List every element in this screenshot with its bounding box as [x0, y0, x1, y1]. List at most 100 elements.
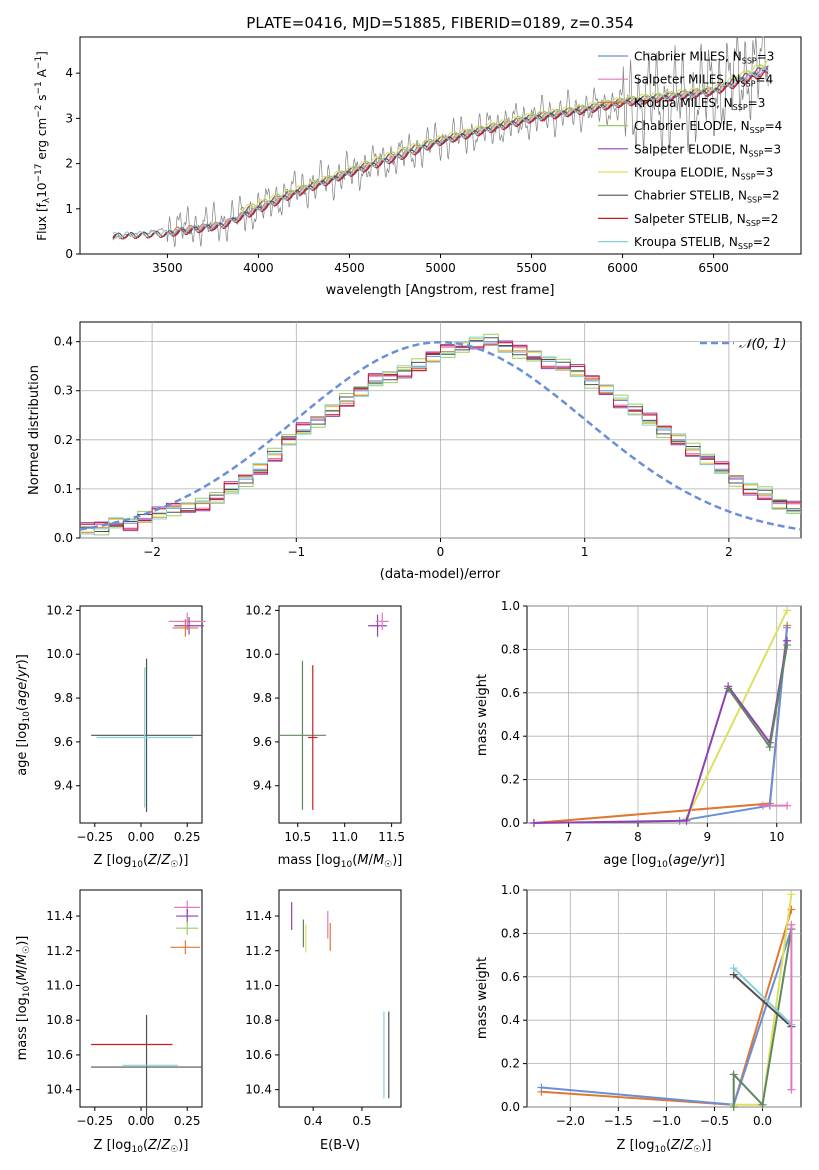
age-z-y-tick-label: 10.0 [46, 647, 73, 661]
legend-nssp-value: =4 [765, 119, 783, 133]
legend-entry: Kroupa ELODIE, NSSP=3 [598, 166, 773, 182]
spectrum-x-tick-label: 3500 [152, 261, 183, 275]
mass-weight-line [727, 644, 789, 750]
age-z-plot-area: −0.25 0.00 0.25 9.4 9.6 9.8 10.0 10.2 [46, 603, 206, 844]
spectrum-x-tick-label: 5000 [425, 261, 456, 275]
mass-weight-marker [758, 801, 767, 810]
mass-ebv-y-tick-label: 10.6 [245, 1048, 272, 1062]
mass-weight-age-y-label: mass weight [475, 674, 490, 756]
mass-z-plot-area: −0.25 0.00 0.25 10.4 10.6 10.8 11.0 11.2 11.4 [46, 900, 202, 1128]
mass-weight-series [758, 801, 792, 810]
mass-weight-marker [758, 1100, 767, 1109]
spectrum-x-tick-label: 6500 [698, 261, 729, 275]
mass-weight-z-panel: −2.0 −1.5 −1.0 −0.5 0.0 0.0 0.2 0.4 0.6 0.8 1.0 Z … [475, 883, 802, 1155]
mass-weight-age-grid [527, 605, 801, 824]
mass-weight-marker [783, 801, 792, 810]
legend-label: Kroupa ELODIE, NSSP=3 [634, 166, 773, 182]
legend-label: Chabrier ELODIE, NSSP=4 [634, 119, 782, 135]
spectrum-x-label: wavelength [Angstrom, rest frame] [326, 283, 555, 298]
spectrum-y-tick-label: 0 [65, 247, 73, 261]
legend-entry: Chabrier ELODIE, NSSP=4 [598, 119, 782, 135]
mass-weight-age-x-tick-label: 8 [634, 830, 642, 844]
legend-subscript: SSP [741, 173, 756, 182]
mass-weight-marker [787, 920, 796, 929]
residuals-plot-area: −2 −1 0 1 2 0.0 0.1 0.2 0.3 0.4 [54, 322, 802, 559]
legend-subscript: SSP [746, 219, 761, 228]
legend-entry: Chabrier STELIB, NSSP=2 [598, 189, 780, 205]
mass-weight-marker [682, 816, 691, 825]
legend-nssp-value: =3 [757, 50, 775, 64]
age-z-y-tick-label: 9.6 [54, 735, 73, 749]
residual-histogram [80, 342, 801, 530]
error-bar-point [368, 614, 387, 637]
mass-weight-age-x-tick-label: 9 [704, 830, 712, 844]
mass-weight-age-y-tick-label: 1.0 [501, 599, 520, 613]
mass-z-y-tick-label: 10.4 [46, 1083, 73, 1097]
residuals-x-tick-label: 1 [581, 545, 589, 559]
mass-weight-z-plot-area: −2.0 −1.5 −1.0 −0.5 0.0 0.0 0.2 0.4 0.6 0.8 1.0 [501, 883, 801, 1128]
age-z-ticks: −0.25 0.00 0.25 9.4 9.6 9.8 10.0 10.2 [46, 603, 200, 844]
mass-weight-series [729, 925, 796, 1111]
error-bar-point [176, 921, 199, 936]
age-mass-y-tick-label: 10.0 [245, 647, 272, 661]
mass-z-x-tick-label: −0.25 [76, 1114, 113, 1128]
mass-weight-line [733, 973, 793, 1028]
legend-subscript: SSP [733, 103, 748, 112]
spectrum-legend: Chabrier MILES, NSSP=3 Salpeter MILES, NS… [598, 50, 782, 251]
legend-label: Kroupa MILES, NSSP=3 [634, 96, 765, 112]
spectrum-x-tick-label: 6000 [607, 261, 638, 275]
mass-weight-z-y-tick-label: 0.2 [501, 1057, 520, 1071]
mass-z-y-tick-label: 11.0 [46, 978, 73, 992]
mass-weight-age-y-tick-label: 0.8 [501, 642, 520, 656]
mass-z-panel: −0.25 0.00 0.25 10.4 10.6 10.8 11.0 11.2 11.4 Z … [15, 889, 203, 1155]
legend-entry: Salpeter ELODIE, NSSP=3 [598, 142, 781, 158]
age-mass-y-tick-label: 9.6 [253, 735, 272, 749]
spectrum-panel: 3500 4000 4500 5000 5500 6000 6500 0 1 2 3 4 wavele… [34, 35, 802, 298]
error-bar-point [375, 612, 389, 631]
mass-weight-series [529, 636, 792, 827]
mass-ebv-plot-area: 0.4 0.5 10.4 10.6 10.8 11.0 11.2 11.4 [245, 902, 390, 1128]
mass-weight-age-panel: 7 8 9 10 0.0 0.2 0.4 0.6 0.8 1.0 age [log10(age/y… [475, 599, 802, 870]
residuals-x-tick-label: 2 [725, 545, 733, 559]
mass-z-x-label: Z [log10(Z/Z☉)] [94, 1138, 189, 1155]
mass-ebv-y-tick-label: 11.0 [245, 978, 272, 992]
legend-nssp-value: =3 [748, 96, 766, 110]
age-mass-x-tick-label: 10.5 [284, 830, 311, 844]
error-bar-point [170, 940, 201, 955]
figure-title: PLATE=0416, MJD=51885, FIBERID=0189, z=0… [246, 14, 633, 32]
legend-label: Salpeter STELIB, NSSP=2 [634, 212, 778, 228]
legend-label: Kroupa STELIB, NSSP=2 [634, 235, 771, 251]
mass-ebv-y-tick-label: 10.8 [245, 1013, 272, 1027]
mass-z-frame [79, 889, 203, 1108]
age-z-x-tick-label: 0.25 [174, 830, 201, 844]
error-bar-point [91, 658, 202, 813]
residuals-x-tick-label: −1 [287, 545, 305, 559]
mass-weight-marker [537, 1083, 546, 1092]
mass-weight-z-x-tick-label: −1.0 [652, 1114, 681, 1128]
mass-z-y-tick-label: 10.6 [46, 1048, 73, 1062]
mass-weight-series [787, 920, 796, 1094]
age-z-frame [79, 605, 203, 824]
mass-weight-line [685, 609, 789, 820]
mass-weight-z-grid [527, 889, 801, 1108]
residual-histogram [80, 336, 801, 535]
mass-weight-age-y-tick-label: 0.0 [501, 816, 520, 830]
mass-weight-line [533, 625, 789, 824]
error-bar-point [308, 665, 318, 810]
legend-subscript: SSP [750, 126, 765, 135]
mass-weight-marker [724, 684, 733, 693]
legend-nssp-value: =4 [756, 73, 774, 87]
residuals-x-label: (data-model)/error [380, 567, 501, 582]
age-mass-y-tick-label: 9.4 [253, 779, 272, 793]
spectrum-y-tick-label: 4 [65, 66, 73, 80]
mass-weight-age-y-tick-label: 0.4 [501, 729, 520, 743]
residuals-y-tick-label: 0.1 [54, 482, 73, 496]
mass-z-x-tick-label: 0.00 [128, 1114, 155, 1128]
mass-weight-age-x-label: age [log10(age/yr)] [603, 853, 725, 870]
mass-ebv-x-tick-label: 0.5 [352, 1114, 371, 1128]
age-mass-ticks: 10.5 11.0 11.5 9.4 9.6 9.8 10.0 10.2 [245, 603, 405, 844]
mass-weight-series [529, 621, 792, 827]
mass-ebv-x-label: E(B-V) [320, 1138, 360, 1153]
spectrum-y-tick-label: 2 [65, 157, 73, 171]
